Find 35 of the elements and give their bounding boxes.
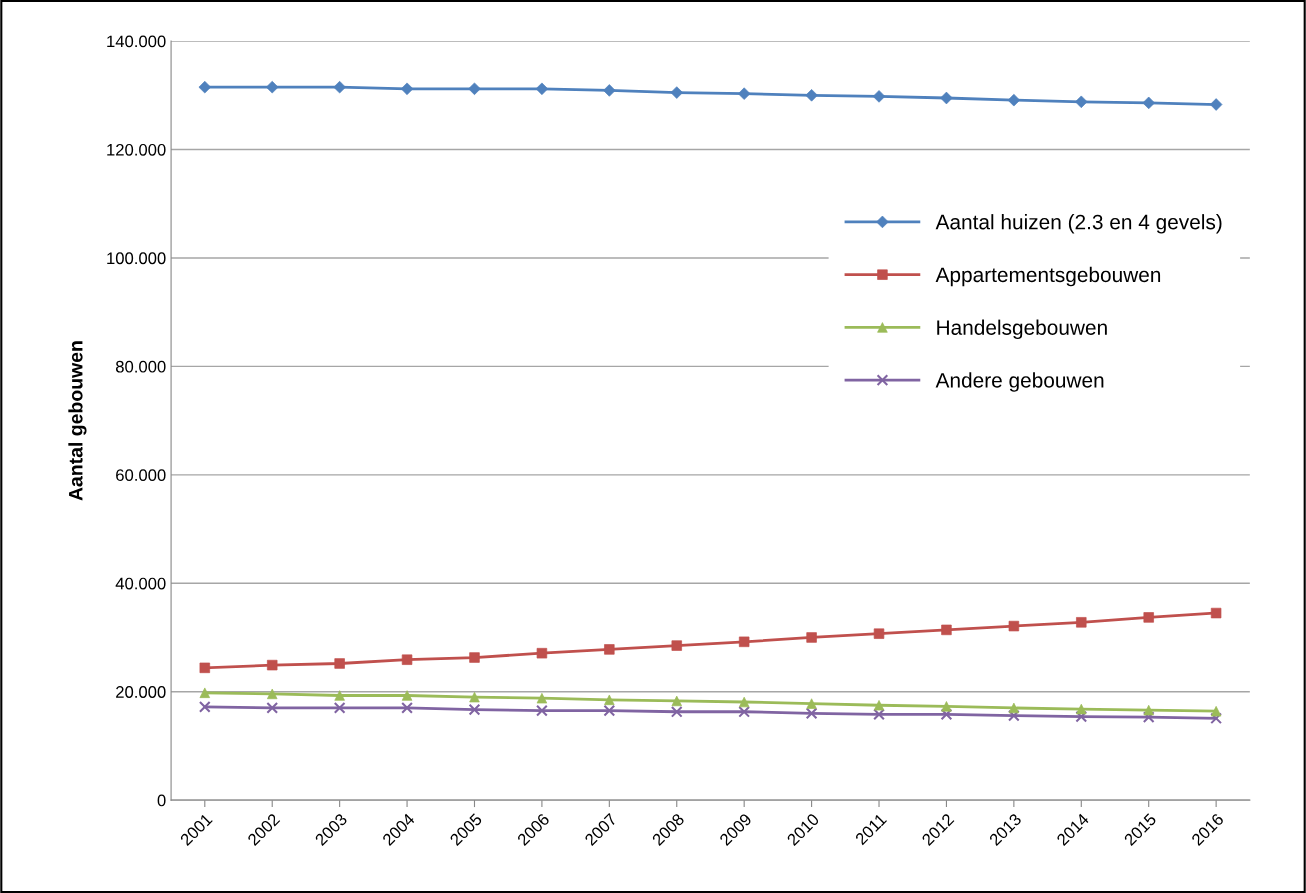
- point: [536, 704, 548, 717]
- legend-label: Appartementsgebouwen: [935, 266, 1161, 287]
- point: [1210, 712, 1223, 725]
- y-tick-label: 100.000: [107, 252, 166, 265]
- point: [873, 708, 885, 721]
- point: [1075, 710, 1088, 723]
- point: [1076, 617, 1087, 628]
- point: [333, 702, 346, 714]
- point: [738, 636, 750, 648]
- point: [940, 708, 953, 721]
- legend-label: Andere gebouwen: [935, 372, 1104, 392]
- y-tick-label: 80.000: [115, 360, 166, 373]
- point: [401, 654, 413, 665]
- y-axis-title: Aantal gebouwen: [68, 341, 87, 501]
- point: [468, 703, 481, 716]
- point: [401, 702, 413, 714]
- point: [738, 705, 751, 718]
- y-tick-label: 40.000: [115, 577, 166, 590]
- point: [267, 659, 278, 671]
- y-tick-label: 120.000: [107, 143, 166, 156]
- point: [1007, 709, 1020, 722]
- point: [1008, 620, 1020, 632]
- y-tick-label: 140.000: [107, 35, 166, 48]
- point: [536, 647, 548, 659]
- y-tick-label: 60.000: [116, 469, 166, 482]
- legend-label: Aantal huizen (2.3 en 4 gevels): [935, 214, 1222, 234]
- y-tick-label: 0: [157, 794, 166, 807]
- point: [603, 704, 616, 717]
- y-tick-label: 20.000: [116, 686, 166, 698]
- point: [1142, 711, 1155, 724]
- point: [266, 702, 279, 714]
- point: [198, 700, 211, 713]
- legend-label: Handelsgebouwen: [937, 319, 1107, 340]
- point: [670, 705, 683, 718]
- point: [805, 707, 818, 720]
